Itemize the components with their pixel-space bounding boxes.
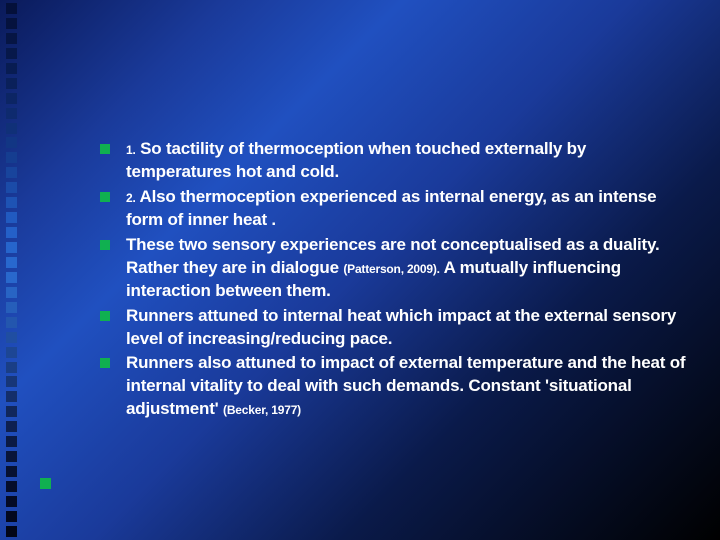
strip-square-icon bbox=[6, 123, 17, 134]
strip-square-icon bbox=[6, 287, 17, 298]
strip-square-icon bbox=[6, 93, 17, 104]
strip-square-icon bbox=[6, 108, 17, 119]
bullet-item: 2. Also thermoception experienced as int… bbox=[100, 186, 690, 232]
bullet-text: Runners attuned to internal heat which i… bbox=[126, 305, 690, 351]
bullet-item: 1. So tactility of thermoception when to… bbox=[100, 138, 690, 184]
bullet-square-icon bbox=[100, 240, 110, 250]
strip-square-icon bbox=[6, 3, 17, 14]
strip-square-icon bbox=[6, 481, 17, 492]
strip-square-icon bbox=[6, 197, 17, 208]
strip-square-icon bbox=[6, 48, 17, 59]
bullet-square-icon bbox=[100, 192, 110, 202]
decorative-squares-strip bbox=[0, 0, 28, 540]
strip-square-icon bbox=[6, 391, 17, 402]
bullet-body: So tactility of thermoception when touch… bbox=[126, 139, 586, 181]
strip-square-icon bbox=[6, 33, 17, 44]
bullet-square-icon bbox=[40, 478, 51, 489]
strip-square-icon bbox=[6, 526, 17, 537]
strip-square-icon bbox=[6, 182, 17, 193]
bullet-body: Runners also attuned to impact of extern… bbox=[126, 353, 685, 418]
slide-content: 1. So tactility of thermoception when to… bbox=[100, 138, 690, 423]
strip-square-icon bbox=[6, 167, 17, 178]
strip-square-icon bbox=[6, 152, 17, 163]
strip-square-icon bbox=[6, 421, 17, 432]
bullet-citation: (Patterson, 2009). bbox=[343, 262, 439, 276]
bullet-body: Runners attuned to internal heat which i… bbox=[126, 306, 676, 348]
bullet-text: Runners also attuned to impact of extern… bbox=[126, 352, 690, 421]
strip-square-icon bbox=[6, 466, 17, 477]
strip-square-icon bbox=[6, 78, 17, 89]
strip-square-icon bbox=[6, 272, 17, 283]
bullet-square-icon bbox=[100, 311, 110, 321]
bullet-square-icon bbox=[100, 144, 110, 154]
bullet-prefix: 2. bbox=[126, 191, 136, 205]
strip-square-icon bbox=[6, 302, 17, 313]
strip-square-icon bbox=[6, 496, 17, 507]
strip-square-icon bbox=[6, 212, 17, 223]
bullet-body: Also thermoception experienced as intern… bbox=[126, 187, 656, 229]
bullet-text: 1. So tactility of thermoception when to… bbox=[126, 138, 690, 184]
strip-square-icon bbox=[6, 406, 17, 417]
bullet-item: Runners attuned to internal heat which i… bbox=[100, 305, 690, 351]
strip-square-icon bbox=[6, 347, 17, 358]
bullet-prefix: 1. bbox=[126, 143, 136, 157]
bullet-item: These two sensory experiences are not co… bbox=[100, 234, 690, 303]
strip-square-icon bbox=[6, 18, 17, 29]
strip-square-icon bbox=[6, 227, 17, 238]
bullet-item: Runners also attuned to impact of extern… bbox=[100, 352, 690, 421]
strip-square-icon bbox=[6, 317, 17, 328]
bullet-text: 2. Also thermoception experienced as int… bbox=[126, 186, 690, 232]
strip-square-icon bbox=[6, 137, 17, 148]
strip-square-icon bbox=[6, 451, 17, 462]
strip-square-icon bbox=[6, 436, 17, 447]
strip-square-icon bbox=[6, 257, 17, 268]
strip-square-icon bbox=[6, 362, 17, 373]
strip-square-icon bbox=[6, 511, 17, 522]
bullet-citation: (Becker, 1977) bbox=[223, 403, 301, 417]
bullet-text: These two sensory experiences are not co… bbox=[126, 234, 690, 303]
strip-square-icon bbox=[6, 376, 17, 387]
bullet-square-icon bbox=[100, 358, 110, 368]
strip-square-icon bbox=[6, 332, 17, 343]
strip-square-icon bbox=[6, 63, 17, 74]
strip-square-icon bbox=[6, 242, 17, 253]
